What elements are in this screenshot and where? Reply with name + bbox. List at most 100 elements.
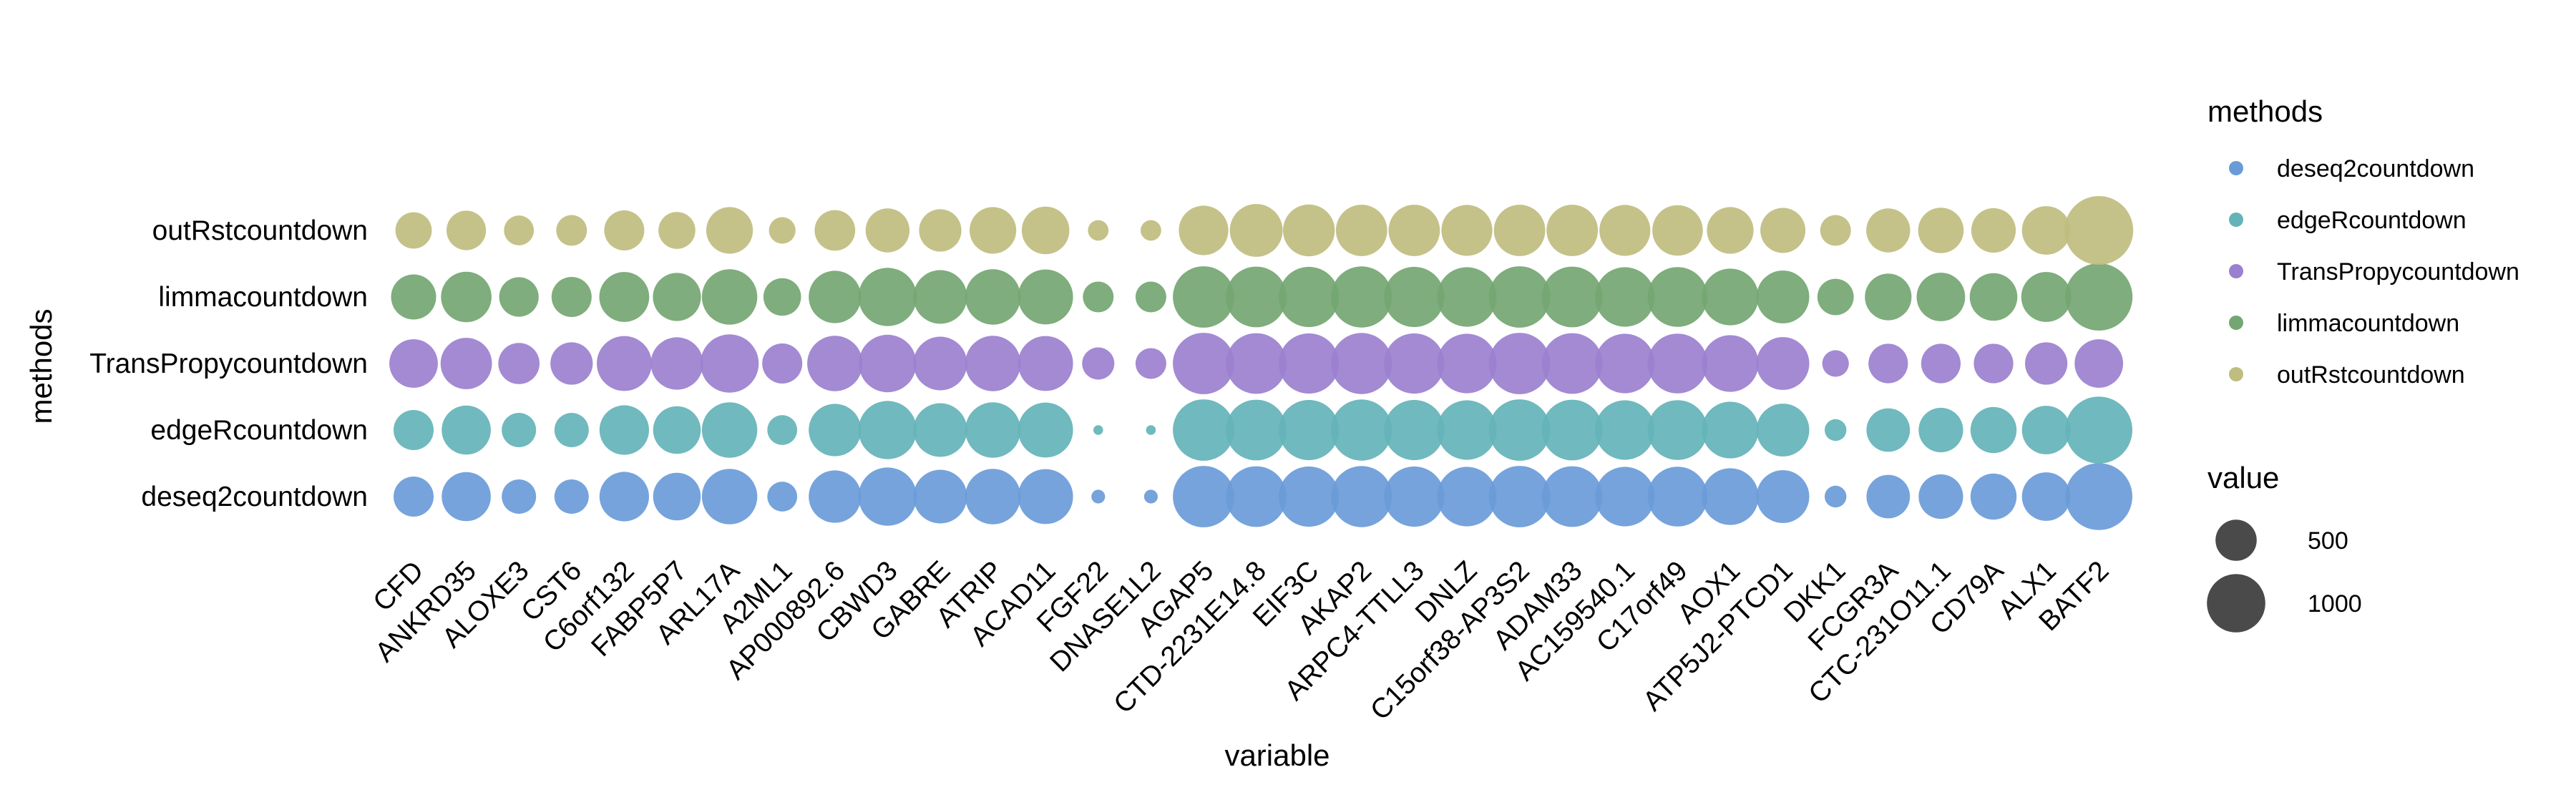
bubble-limmacountdown-ALOXE3 [499,277,539,317]
bubble-outRstcountdown-C15orf38-AP3S2 [1493,205,1546,256]
bubble-deseq2countdown-AGAP5 [1173,466,1234,527]
bubble-deseq2countdown-GABRE [913,469,967,524]
bubble-deseq2countdown-CTC-231O11.1 [1918,474,1963,519]
bubble-limmacountdown-EIF3C [1279,266,1340,328]
x-axis-ticks: CFDANKRD35ALOXE3CST6C6orf132FABP5P7ARL17… [367,555,2114,726]
bubble-limmacountdown-CTC-231O11.1 [1916,273,1966,321]
bubble-outRstcountdown-FABP5P7 [658,212,696,249]
bubble-deseq2countdown-ADAM33 [1541,466,1603,527]
bubble-outRstcountdown-ARL17A [706,207,753,254]
bubble-TransPropycountdown-AGAP5 [1173,333,1234,394]
bubble-edgeRcountdown-C17orf49 [1647,400,1708,460]
bubble-outRstcountdown-BATF2 [2064,196,2134,265]
bubble-TransPropycountdown-A2ML1 [762,343,803,384]
bubble-outRstcountdown-AC159540.1 [1599,205,1651,256]
bubble-outRstcountdown-DKK1 [1820,215,1851,246]
bubble-deseq2countdown-BATF2 [2065,463,2132,530]
bubble-deseq2countdown-EIF3C [1279,466,1340,527]
bubble-limmacountdown-CST6 [551,277,592,317]
bubble-deseq2countdown-AOX1 [1702,468,1759,525]
bubble-limmacountdown-DKK1 [1817,278,1854,316]
bubble-outRstcountdown-ATRIP [970,207,1017,254]
legend-key-TransPropycountdown [2229,264,2243,278]
legend-key-deseq2countdown [2229,161,2243,175]
legend-methods-title: methods [2207,94,2323,128]
bubble-edgeRcountdown-FCGR3A [1866,408,1911,452]
bubble-deseq2countdown-DKK1 [1825,485,1847,508]
bubble-limmacountdown-DNASE1L2 [1135,281,1166,313]
bubble-limmacountdown-ARL17A [701,269,758,325]
bubble-TransPropycountdown-CFD [389,339,438,388]
bubble-edgeRcountdown-ARPC4-TTLL3 [1384,399,1445,461]
bubble-TransPropycountdown-DNLZ [1437,333,1497,394]
y-tick-label-TransPropycountdown: TransPropycountdown [89,348,368,379]
bubble-deseq2countdown-ALX1 [2021,472,2071,521]
bubble-outRstcountdown-AP000892.6 [814,210,856,251]
bubble-TransPropycountdown-ACAD11 [1018,336,1073,391]
bubble-TransPropycountdown-GABRE [913,336,967,391]
bubble-limmacountdown-FGF22 [1083,281,1114,313]
bubble-TransPropycountdown-AP000892.6 [807,336,863,391]
bubble-TransPropycountdown-BATF2 [2074,339,2124,388]
bubble-deseq2countdown-A2ML1 [767,482,798,512]
bubble-limmacountdown-AGAP5 [1173,266,1234,328]
bubble-deseq2countdown-ARPC4-TTLL3 [1384,466,1445,527]
bubble-outRstcountdown-FGF22 [1088,220,1109,241]
bubble-TransPropycountdown-ADAM33 [1541,333,1603,394]
legend-size-label-500: 500 [2308,527,2348,555]
bubble-outRstcountdown-CTD-2231E14.8 [1229,204,1283,257]
legend-methods: methods deseq2countdown edgeRcountdown Tra… [2207,94,2519,389]
bubble-deseq2countdown-ATP5J2-PTCD1 [1756,470,1810,523]
bubble-outRstcountdown-C6orf132 [604,210,645,250]
bubble-limmacountdown-AKAP2 [1331,266,1392,328]
legend-size-label-1000: 1000 [2308,590,2362,618]
bubble-deseq2countdown-ACAD11 [1018,469,1073,525]
bubble-TransPropycountdown-C6orf132 [597,336,652,391]
bubble-edgeRcountdown-ARL17A [701,402,758,458]
bubble-TransPropycountdown-FCGR3A [1868,343,1908,384]
bubble-deseq2countdown-FABP5P7 [653,472,701,521]
legend-label-outRstcountdown: outRstcountdown [2277,361,2465,389]
legend-label-TransPropycountdown: TransPropycountdown [2277,258,2519,286]
bubble-TransPropycountdown-CD79A [1974,343,2014,384]
bubble-edgeRcountdown-BATF2 [2065,396,2132,464]
bubble-outRstcountdown-CST6 [556,215,587,246]
bubble-TransPropycountdown-AC159540.1 [1595,333,1655,394]
bubble-TransPropycountdown-ATP5J2-PTCD1 [1756,337,1810,390]
bubble-deseq2countdown-ANKRD35 [441,472,491,522]
plot-area [389,196,2134,530]
bubble-deseq2countdown-AKAP2 [1331,466,1392,527]
bubble-outRstcountdown-EIF3C [1283,204,1335,257]
bubble-limmacountdown-ADAM33 [1541,266,1603,328]
bubble-outRstcountdown-ACAD11 [1021,206,1070,255]
bubble-TransPropycountdown-ALX1 [2025,342,2068,385]
bubble-deseq2countdown-CBWD3 [858,467,917,526]
bubble-limmacountdown-CTD-2231E14.8 [1226,266,1287,328]
bubble-limmacountdown-C15orf38-AP3S2 [1488,266,1551,328]
bubble-TransPropycountdown-ARL17A [700,334,759,393]
bubble-outRstcountdown-ALX1 [2021,206,2071,255]
bubble-deseq2countdown-C17orf49 [1647,467,1708,527]
bubble-outRstcountdown-ADAM33 [1546,205,1599,256]
bubble-outRstcountdown-ARPC4-TTLL3 [1388,205,1440,256]
bubble-edgeRcountdown-ADAM33 [1541,399,1603,461]
bubble-outRstcountdown-C17orf49 [1652,205,1703,256]
x-axis-title: variable [1224,738,1330,772]
bubble-edgeRcountdown-CFD [394,410,434,450]
bubble-TransPropycountdown-CST6 [550,342,593,385]
bubble-outRstcountdown-DNASE1L2 [1141,220,1161,241]
bubble-outRstcountdown-CD79A [1971,208,2016,253]
bubble-edgeRcountdown-C6orf132 [599,405,650,455]
bubble-deseq2countdown-CD79A [1970,473,2017,520]
legend-label-limmacountdown: limmacountdown [2277,310,2459,337]
bubble-deseq2countdown-C15orf38-AP3S2 [1488,466,1551,527]
bubble-limmacountdown-CD79A [1969,273,2018,321]
bubble-edgeRcountdown-A2ML1 [767,415,798,445]
bubble-outRstcountdown-ANKRD35 [447,210,487,250]
bubble-TransPropycountdown-DNASE1L2 [1135,348,1166,379]
bubble-limmacountdown-ALX1 [2021,272,2072,322]
bubble-limmacountdown-FCGR3A [1865,273,1912,321]
bubble-outRstcountdown-DNLZ [1441,205,1493,256]
bubble-TransPropycountdown-ATRIP [965,336,1021,391]
